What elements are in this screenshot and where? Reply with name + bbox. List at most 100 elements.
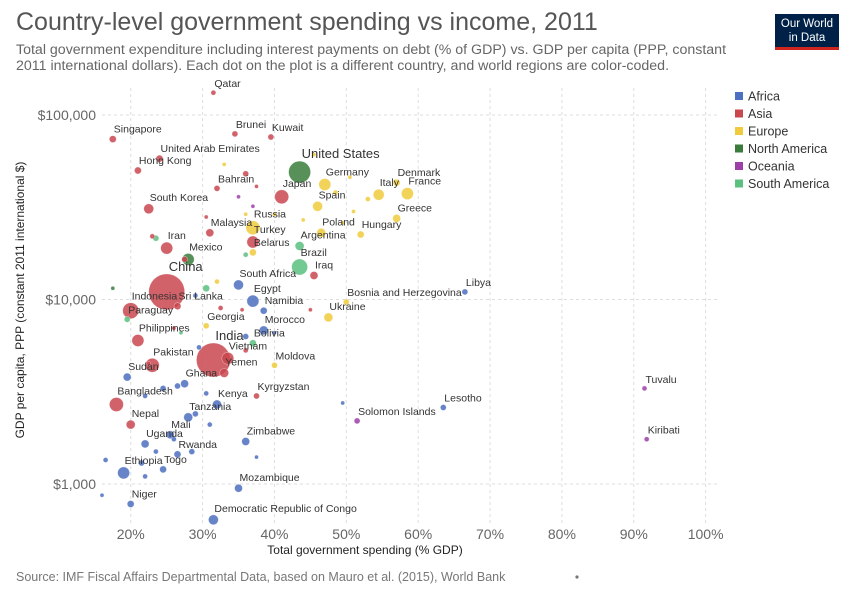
data-point[interactable] bbox=[332, 189, 339, 196]
legend-label[interactable]: South America bbox=[748, 177, 829, 191]
data-point-vietnam[interactable] bbox=[221, 351, 235, 365]
data-point[interactable] bbox=[188, 448, 196, 455]
data-point[interactable] bbox=[239, 307, 245, 313]
data-point[interactable] bbox=[178, 330, 184, 336]
data-point[interactable] bbox=[365, 196, 371, 202]
data-point-spain[interactable] bbox=[312, 201, 323, 212]
data-point-bolivia[interactable] bbox=[249, 339, 257, 348]
data-point-philippines[interactable] bbox=[131, 334, 145, 347]
data-point[interactable] bbox=[171, 436, 177, 443]
data-point-democratic-republic-of-congo[interactable] bbox=[208, 514, 219, 526]
data-point[interactable] bbox=[236, 194, 241, 200]
data-point[interactable] bbox=[272, 330, 277, 336]
data-point[interactable] bbox=[142, 393, 148, 399]
data-point-solomon-islands[interactable] bbox=[353, 417, 361, 425]
data-point-kenya[interactable] bbox=[212, 399, 222, 410]
data-point-nepal[interactable] bbox=[125, 419, 136, 430]
data-point-niger[interactable] bbox=[126, 500, 135, 508]
data-point[interactable] bbox=[102, 457, 109, 463]
data-point[interactable] bbox=[254, 454, 259, 460]
data-point[interactable] bbox=[142, 473, 148, 480]
legend-label[interactable]: Oceania bbox=[748, 160, 795, 174]
data-point[interactable] bbox=[242, 251, 249, 258]
data-point-turkey[interactable] bbox=[246, 235, 260, 249]
data-point[interactable] bbox=[203, 390, 209, 397]
data-point[interactable] bbox=[192, 292, 199, 299]
data-point[interactable] bbox=[250, 204, 256, 209]
data-point[interactable] bbox=[308, 307, 313, 313]
data-point-libya[interactable] bbox=[461, 288, 469, 296]
data-point-russia[interactable] bbox=[245, 220, 261, 235]
legend-label[interactable]: North America bbox=[748, 142, 827, 156]
data-point-yemen[interactable] bbox=[219, 368, 229, 378]
data-point[interactable] bbox=[311, 152, 317, 157]
data-point-denmark[interactable] bbox=[392, 178, 401, 187]
data-point[interactable] bbox=[203, 214, 209, 220]
data-point-georgia[interactable] bbox=[202, 322, 210, 330]
data-point-bahrain[interactable] bbox=[213, 185, 221, 192]
data-point-france[interactable] bbox=[401, 187, 414, 200]
data-point-hungary[interactable] bbox=[356, 230, 365, 239]
data-point-united-states[interactable] bbox=[288, 160, 311, 184]
data-point-uganda[interactable] bbox=[140, 439, 150, 449]
data-point-morocco[interactable] bbox=[258, 325, 269, 336]
data-point-tanzania[interactable] bbox=[183, 412, 193, 423]
data-point-qatar[interactable] bbox=[210, 89, 217, 96]
data-point[interactable] bbox=[196, 344, 202, 351]
data-point[interactable] bbox=[347, 174, 353, 180]
data-point[interactable] bbox=[146, 361, 151, 366]
data-point[interactable] bbox=[99, 492, 105, 498]
data-point[interactable] bbox=[221, 162, 227, 167]
data-point[interactable] bbox=[217, 305, 224, 311]
data-point-mozambique[interactable] bbox=[234, 483, 243, 493]
data-point[interactable] bbox=[242, 170, 249, 178]
data-point-zimbabwe[interactable] bbox=[241, 437, 250, 446]
data-point-tuvalu[interactable] bbox=[641, 385, 648, 392]
data-point-mali[interactable] bbox=[166, 430, 175, 440]
data-point[interactable] bbox=[272, 211, 277, 217]
data-point-ghana[interactable] bbox=[180, 379, 189, 389]
data-point-ethiopia[interactable] bbox=[117, 466, 130, 480]
data-point-united-arab-emirates[interactable] bbox=[155, 154, 164, 163]
data-point-bosnia-and-herzegovina[interactable] bbox=[342, 298, 350, 306]
data-point[interactable] bbox=[242, 333, 249, 340]
data-point[interactable] bbox=[214, 278, 220, 285]
data-point[interactable] bbox=[153, 448, 159, 455]
data-point-poland[interactable] bbox=[316, 228, 327, 238]
data-point-argentina[interactable] bbox=[294, 241, 305, 251]
legend-label[interactable]: Europe bbox=[748, 125, 788, 139]
data-point-paraguay[interactable] bbox=[123, 316, 131, 323]
data-point[interactable] bbox=[340, 400, 346, 406]
data-point[interactable] bbox=[181, 256, 188, 263]
data-point-iran[interactable] bbox=[160, 241, 173, 255]
data-point-rwanda[interactable] bbox=[173, 450, 182, 459]
data-point[interactable] bbox=[159, 385, 167, 392]
data-point-greece[interactable] bbox=[392, 214, 401, 223]
data-point-moldova[interactable] bbox=[271, 361, 278, 369]
data-point[interactable] bbox=[351, 209, 356, 214]
data-point-indonesia[interactable] bbox=[122, 302, 139, 320]
data-point-kuwait[interactable] bbox=[267, 133, 275, 141]
data-point[interactable] bbox=[192, 410, 199, 418]
legend-label[interactable]: Africa bbox=[748, 90, 780, 104]
data-point-belarus[interactable] bbox=[249, 248, 257, 257]
data-point-hong-kong[interactable] bbox=[134, 166, 142, 175]
data-point-kyrgyzstan[interactable] bbox=[253, 392, 260, 400]
data-point[interactable] bbox=[242, 347, 249, 354]
data-point-brazil[interactable] bbox=[291, 258, 308, 276]
data-point-italy[interactable] bbox=[372, 188, 385, 201]
data-point[interactable] bbox=[174, 382, 181, 390]
data-point[interactable] bbox=[340, 220, 346, 226]
data-point[interactable] bbox=[110, 285, 116, 291]
data-point-brunei[interactable] bbox=[231, 130, 239, 138]
data-point-iraq[interactable] bbox=[309, 271, 319, 280]
data-point[interactable] bbox=[207, 421, 213, 428]
data-point[interactable] bbox=[243, 211, 248, 217]
data-point[interactable] bbox=[149, 233, 156, 240]
data-point[interactable] bbox=[254, 184, 259, 189]
owid-logo[interactable]: Our World in Data bbox=[775, 14, 839, 50]
data-point-egypt[interactable] bbox=[246, 294, 260, 308]
data-point-ukraine[interactable] bbox=[323, 312, 334, 323]
legend-label[interactable]: Asia bbox=[748, 107, 772, 121]
data-point-lesotho[interactable] bbox=[439, 404, 447, 411]
